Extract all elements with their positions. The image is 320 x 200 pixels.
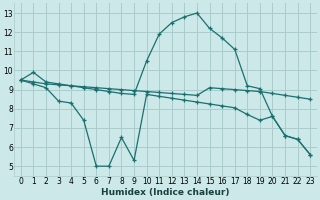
X-axis label: Humidex (Indice chaleur): Humidex (Indice chaleur)	[101, 188, 230, 197]
